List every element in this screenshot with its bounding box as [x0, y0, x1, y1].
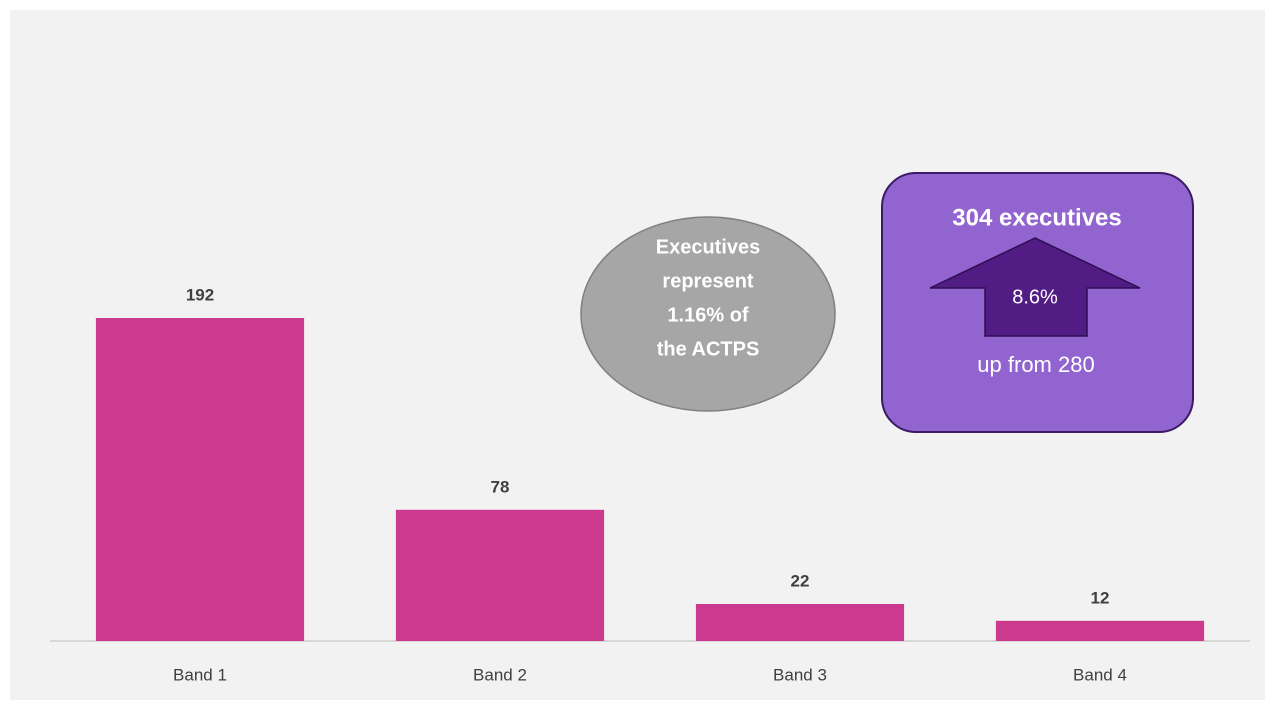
callout-text: Executives	[656, 236, 761, 258]
callout-text: represent	[662, 270, 753, 292]
value-label: 12	[1091, 588, 1110, 607]
box-subtitle: up from 280	[977, 352, 1094, 377]
callout-text: the ACTPS	[657, 338, 760, 360]
bar	[395, 509, 605, 641]
x-tick-label: Band 2	[473, 665, 527, 684]
x-tick-label: Band 4	[1073, 665, 1127, 684]
callout-circle	[580, 216, 836, 412]
x-tick-label: Band 3	[773, 665, 827, 684]
value-label: 22	[791, 571, 810, 590]
bar	[695, 603, 905, 641]
up-arrow	[929, 237, 1141, 337]
value-label: 78	[491, 477, 510, 496]
bar	[995, 620, 1205, 641]
callout-text: 1.16% of	[667, 304, 748, 326]
box-title: 304 executives	[952, 204, 1121, 231]
value-label: 192	[186, 285, 214, 304]
bar	[95, 318, 305, 641]
arrow-text: 8.6%	[1012, 286, 1058, 308]
x-tick-label: Band 1	[173, 665, 227, 684]
